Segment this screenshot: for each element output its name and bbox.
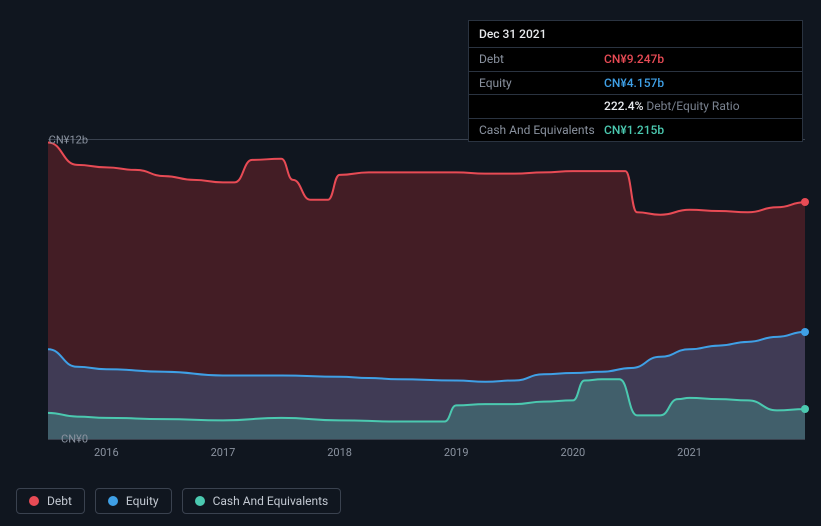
legend-dot-icon [29,496,39,506]
legend-dot-icon [108,496,118,506]
tooltip-value: CN¥1.215b [604,123,664,137]
tooltip-label: Cash And Equivalents [479,123,604,137]
y-axis-tick: CN¥0 [61,433,88,446]
tooltip-label: Debt [479,52,604,66]
legend-dot-icon [195,496,205,506]
series-end-marker [801,405,809,413]
debt-equity-chart: CN¥12bCN¥0 201620172018201920202021 [16,125,805,480]
x-axis-tick: 2016 [94,446,119,459]
plot-area[interactable]: CN¥12bCN¥0 [48,139,805,440]
x-axis-tick: 2020 [561,446,586,459]
tooltip-row: EquityCN¥4.157b [469,72,802,95]
tooltip-date: Dec 31 2021 [469,21,802,48]
legend-label: Cash And Equivalents [213,494,329,508]
tooltip-label: Equity [479,76,604,90]
x-axis-tick: 2019 [444,446,469,459]
legend-label: Equity [126,494,159,508]
x-axis: 2016 2017 2018 2019 2020 2021 [48,446,805,462]
tooltip-value: 222.4% Debt/Equity Ratio [604,99,740,113]
legend-item[interactable]: Equity [95,488,172,514]
x-axis-tick: 2018 [327,446,352,459]
tooltip-row: Cash And EquivalentsCN¥1.215b [469,119,802,141]
x-axis-tick: 2017 [211,446,236,459]
chart-legend: Debt Equity Cash And Equivalents [16,488,341,514]
chart-tooltip: Dec 31 2021 DebtCN¥9.247bEquityCN¥4.157b… [468,20,803,142]
tooltip-row: 222.4% Debt/Equity Ratio [469,95,802,118]
legend-label: Debt [47,494,72,508]
series-end-marker [801,198,809,206]
series-end-marker [801,328,809,336]
y-axis-tick: CN¥12b [49,134,88,147]
tooltip-label [479,99,604,113]
tooltip-value: CN¥9.247b [604,52,664,66]
tooltip-row: DebtCN¥9.247b [469,48,802,71]
tooltip-value: CN¥4.157b [604,76,664,90]
x-axis-tick: 2021 [677,446,702,459]
legend-item[interactable]: Debt [16,488,85,514]
legend-item[interactable]: Cash And Equivalents [182,488,342,514]
